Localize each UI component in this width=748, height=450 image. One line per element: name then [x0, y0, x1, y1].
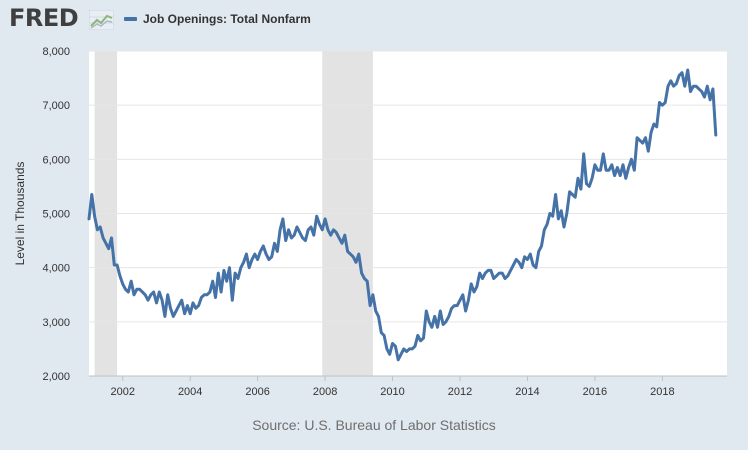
x-tick-label: 2012 [448, 386, 472, 398]
y-tick-label: 4,000 [42, 263, 70, 275]
x-tick-label: 2004 [178, 386, 202, 398]
fred-logo[interactable]: FRED [9, 4, 79, 32]
y-tick-label: 8,000 [42, 46, 70, 58]
x-tick-label: 2010 [380, 386, 404, 398]
y-tick-label: 7,000 [42, 100, 70, 112]
chart-legend[interactable]: Job Openings: Total Nonfarm [124, 11, 311, 27]
source-note: Source: U.S. Bureau of Labor Statistics [252, 417, 496, 433]
x-tick-label: 2016 [583, 386, 607, 398]
x-axis-ticks: 2002 2004 2006 2008 2010 2012 2014 2016 2018 [110, 376, 675, 398]
x-tick-label: 2002 [110, 386, 134, 398]
y-tick-label: 6,000 [42, 154, 70, 166]
x-tick-label: 2018 [650, 386, 674, 398]
y-tick-label: 2,000 [42, 371, 70, 383]
y-tick-label: 5,000 [42, 209, 70, 221]
legend-swatch [124, 17, 137, 21]
series-line-job-openings [87, 68, 718, 362]
y-tick-label: 3,000 [42, 317, 70, 329]
y-axis-label: Level in Thousands [13, 162, 27, 266]
gridlines [89, 50, 727, 377]
x-tick-label: 2008 [313, 386, 337, 398]
y-axis-ticks: 2,000 3,000 4,000 5,000 6,000 7,000 8,000 [42, 46, 70, 383]
fred-line-graph-icon [89, 10, 114, 30]
x-tick-label: 2006 [245, 386, 269, 398]
x-tick-label: 2014 [515, 386, 539, 398]
legend-label: Job Openings: Total Nonfarm [143, 12, 311, 26]
